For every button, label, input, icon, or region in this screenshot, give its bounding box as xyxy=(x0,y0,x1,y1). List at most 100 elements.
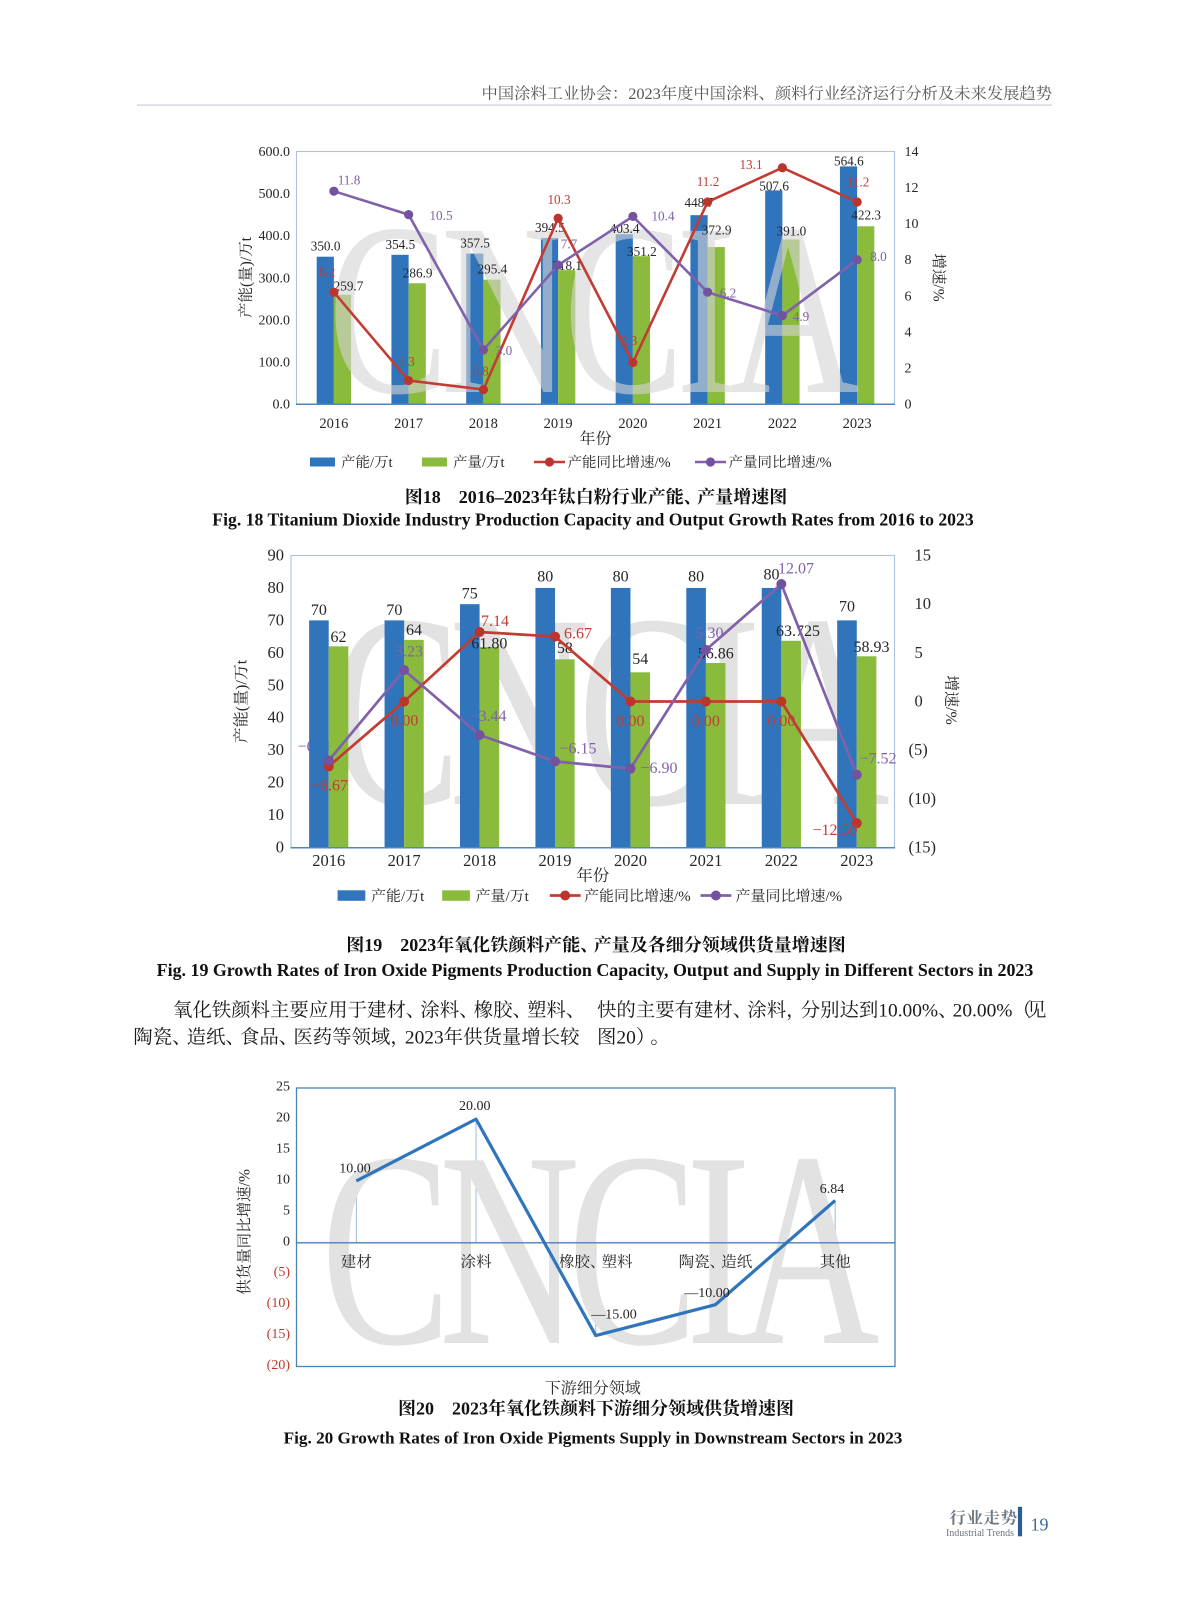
svg-text:50: 50 xyxy=(268,675,285,694)
svg-text:12.07: 12.07 xyxy=(778,561,814,578)
svg-text:/: / xyxy=(370,455,375,471)
svg-text:−7.52: −7.52 xyxy=(859,751,896,768)
svg-text:/%: /% xyxy=(674,889,691,905)
svg-text:2016–2023: 2016–2023 xyxy=(459,487,540,507)
svg-text:/%: /% xyxy=(930,284,947,301)
svg-text:14: 14 xyxy=(905,145,919,160)
svg-text:2019: 2019 xyxy=(539,851,572,870)
svg-text:Industrial Trends: Industrial Trends xyxy=(946,1528,1014,1539)
svg-text:20: 20 xyxy=(416,1399,434,1419)
svg-text:10: 10 xyxy=(276,1172,290,1187)
svg-text:20: 20 xyxy=(268,773,285,792)
svg-text:90: 90 xyxy=(268,546,285,565)
svg-text:350.0: 350.0 xyxy=(311,239,341,254)
svg-text:/: / xyxy=(506,889,511,905)
svg-text:20.00%: 20.00% xyxy=(953,1001,1013,1022)
svg-text:2: 2 xyxy=(905,361,912,376)
svg-text:(15): (15) xyxy=(267,1327,291,1342)
svg-text:11.2: 11.2 xyxy=(847,175,870,190)
svg-text:400.0: 400.0 xyxy=(259,229,291,244)
svg-text:10.00: 10.00 xyxy=(339,1162,371,1177)
svg-text:2020: 2020 xyxy=(618,416,647,432)
svg-text:7.14: 7.14 xyxy=(481,613,509,630)
svg-text:−6.15: −6.15 xyxy=(559,741,596,758)
svg-text:10.5: 10.5 xyxy=(429,208,452,223)
svg-text:2023: 2023 xyxy=(405,1028,444,1049)
svg-text:2021: 2021 xyxy=(689,851,722,870)
svg-text:0: 0 xyxy=(905,398,912,413)
svg-text:10.3: 10.3 xyxy=(547,192,570,207)
svg-text:19: 19 xyxy=(1031,1515,1049,1535)
svg-text:61.80: 61.80 xyxy=(471,635,507,652)
svg-text:10: 10 xyxy=(268,805,285,824)
svg-text:t: t xyxy=(525,889,530,905)
svg-text:t: t xyxy=(238,236,255,241)
svg-text:−12.50: −12.50 xyxy=(812,822,857,839)
svg-text:75: 75 xyxy=(462,586,478,603)
svg-text:/%: /% xyxy=(942,707,959,725)
svg-text:60: 60 xyxy=(268,643,285,662)
svg-text:6.2: 6.2 xyxy=(720,286,736,301)
svg-text:Fig. 18 Titanium Dioxide In: Fig. 18 Titanium Dioxide Industry Produc… xyxy=(212,510,974,530)
svg-text:259.7: 259.7 xyxy=(334,279,364,294)
svg-text:70: 70 xyxy=(386,602,402,619)
svg-text:30: 30 xyxy=(268,740,285,759)
svg-text:5.30: 5.30 xyxy=(696,625,724,642)
svg-text:—15.00: —15.00 xyxy=(590,1308,637,1323)
svg-text:2023: 2023 xyxy=(400,935,436,955)
svg-text:t: t xyxy=(234,659,251,664)
svg-text:6.67: 6.67 xyxy=(564,626,592,643)
svg-text:0: 0 xyxy=(276,838,284,857)
svg-text:600.0: 600.0 xyxy=(259,145,291,160)
svg-text:80: 80 xyxy=(613,568,629,585)
svg-text:564.6: 564.6 xyxy=(834,153,864,168)
svg-text:−3.44: −3.44 xyxy=(469,708,506,725)
svg-text:500.0: 500.0 xyxy=(259,187,291,202)
svg-text:2016: 2016 xyxy=(312,851,345,870)
svg-text:0: 0 xyxy=(915,692,923,711)
svg-text:(15): (15) xyxy=(909,838,937,857)
svg-text:(10): (10) xyxy=(267,1296,291,1311)
svg-text:(: ( xyxy=(234,706,251,711)
svg-text:2022: 2022 xyxy=(768,416,797,432)
svg-text:80: 80 xyxy=(764,566,780,583)
svg-text:t: t xyxy=(501,455,505,471)
svg-text:10.00%: 10.00% xyxy=(878,1001,938,1022)
svg-text:2020: 2020 xyxy=(614,851,647,870)
svg-text:295.4: 295.4 xyxy=(478,262,508,277)
svg-text:422.3: 422.3 xyxy=(851,207,881,222)
svg-text:70: 70 xyxy=(268,610,285,629)
svg-text:—10.00: —10.00 xyxy=(683,1286,730,1301)
svg-text:286.9: 286.9 xyxy=(403,265,433,280)
svg-text:507.6: 507.6 xyxy=(759,178,789,193)
svg-text:80: 80 xyxy=(537,568,553,585)
svg-text:80: 80 xyxy=(688,568,704,585)
svg-text:(20): (20) xyxy=(267,1358,291,1373)
svg-text:2021: 2021 xyxy=(693,416,722,432)
svg-text:0.00: 0.00 xyxy=(692,713,720,730)
svg-text:(5): (5) xyxy=(274,1265,291,1280)
svg-text:70: 70 xyxy=(839,598,855,615)
svg-text:3.23: 3.23 xyxy=(395,644,423,661)
svg-text:391.0: 391.0 xyxy=(777,223,807,238)
svg-text:t: t xyxy=(420,889,425,905)
svg-text:58.93: 58.93 xyxy=(853,639,889,656)
svg-text:8: 8 xyxy=(905,253,912,268)
svg-text:0.8: 0.8 xyxy=(472,364,489,379)
svg-text:10.4: 10.4 xyxy=(651,209,674,224)
svg-text:403.4: 403.4 xyxy=(610,221,640,236)
svg-text:0.0: 0.0 xyxy=(273,398,291,413)
svg-text:3.0: 3.0 xyxy=(496,343,513,358)
svg-text:11.2: 11.2 xyxy=(697,174,720,189)
svg-text:357.5: 357.5 xyxy=(460,236,490,251)
svg-text:CNCIA: CNCIA xyxy=(328,172,858,445)
svg-text:2023: 2023 xyxy=(843,416,872,432)
svg-text:5: 5 xyxy=(283,1203,290,1218)
svg-text:4: 4 xyxy=(905,325,912,340)
svg-text:2017: 2017 xyxy=(394,416,423,432)
svg-text:2023: 2023 xyxy=(628,84,661,103)
svg-text:372.9: 372.9 xyxy=(702,222,732,237)
svg-text:2018: 2018 xyxy=(463,851,496,870)
svg-text:/%: /% xyxy=(826,889,843,905)
svg-text:/%: /% xyxy=(655,455,671,471)
